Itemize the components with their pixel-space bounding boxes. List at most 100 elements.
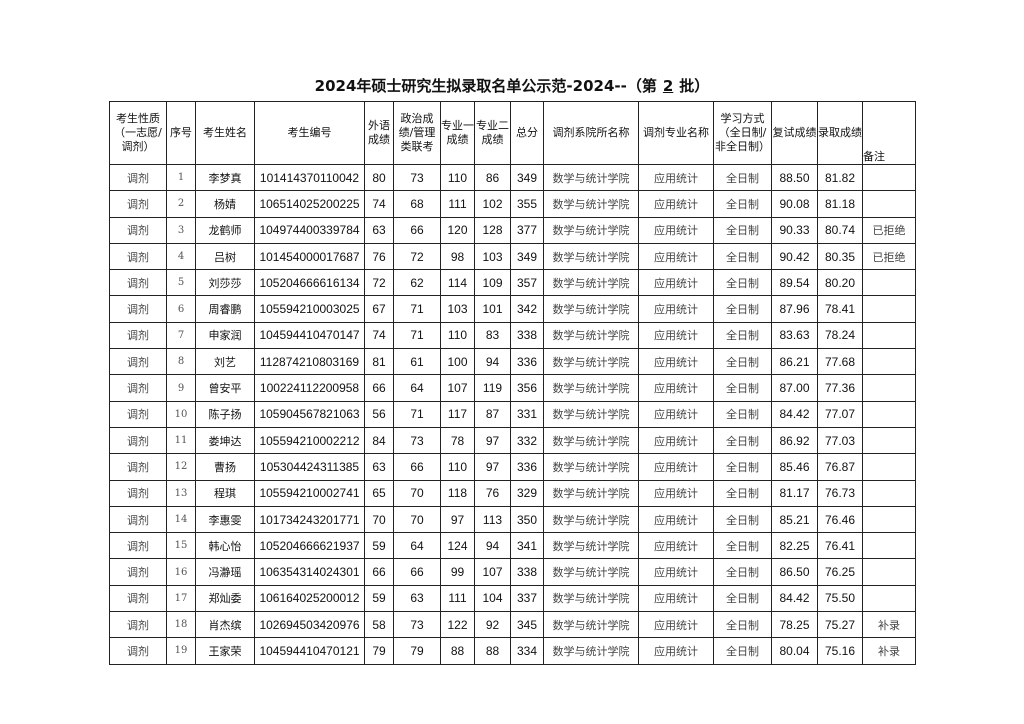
cell-note (862, 190, 916, 218)
cell-admission-score: 75.50 (817, 584, 863, 613)
cell-foreign-lang: 65 (364, 479, 394, 507)
cell-exam-id: 101454000017687 (254, 242, 365, 271)
cell-exam-id: 104974400339784 (254, 216, 365, 244)
cell-transfer-major: 应用统计 (638, 295, 714, 323)
cell-note (862, 163, 916, 192)
cell-retest-score: 83.63 (771, 321, 818, 350)
cell-transfer-school: 数学与统计学院 (543, 558, 639, 586)
cell-admission-score: 75.16 (817, 637, 863, 665)
cell-transfer-school: 数学与统计学院 (543, 479, 639, 507)
cell-exam-id: 102694503420976 (254, 611, 365, 639)
cell-seq: 2 (166, 190, 196, 218)
cell-transfer-school: 数学与统计学院 (543, 532, 639, 560)
cell-admission-score: 78.24 (817, 321, 863, 350)
cell-seq: 3 (166, 216, 196, 244)
cell-foreign-lang: 66 (364, 374, 394, 402)
cell-major1: 124 (440, 532, 475, 560)
cell-politics: 68 (393, 190, 441, 218)
cell-name: 龙鹤师 (195, 216, 255, 244)
cell-study-mode: 全日制 (713, 400, 772, 428)
cell-seq: 8 (166, 348, 196, 376)
cell-seq: 1 (166, 163, 196, 192)
cell-transfer-major: 应用统计 (638, 400, 714, 428)
cell-applicant-type: 调剂 (109, 532, 167, 560)
cell-total: 337 (510, 584, 544, 613)
cell-note (862, 479, 916, 507)
cell-total: 336 (510, 348, 544, 376)
cell-study-mode: 全日制 (713, 374, 772, 402)
cell-applicant-type: 调剂 (109, 505, 167, 534)
cell-study-mode: 全日制 (713, 637, 772, 665)
cell-major2: 102 (474, 190, 511, 218)
cell-total: 341 (510, 532, 544, 560)
cell-exam-id: 106164025200012 (254, 584, 365, 613)
cell-exam-id: 100224112200958 (254, 374, 365, 402)
cell-name: 韩心怡 (195, 532, 255, 560)
header-name: 考生姓名 (195, 101, 255, 165)
cell-seq: 5 (166, 269, 196, 297)
cell-major2: 128 (474, 216, 511, 244)
header-retest-score: 复试成绩 (771, 101, 818, 165)
cell-major1: 117 (440, 400, 475, 428)
cell-seq: 6 (166, 295, 196, 323)
cell-retest-score: 88.50 (771, 163, 818, 192)
cell-exam-id: 105904567821063 (254, 400, 365, 428)
table-row: 调剂 14 李惠雯 101734243201771 70 70 97 113 350 数学与统计学… (109, 505, 916, 534)
cell-retest-score: 87.96 (771, 295, 818, 323)
cell-note (862, 269, 916, 297)
cell-total: 331 (510, 400, 544, 428)
cell-politics: 79 (393, 637, 441, 665)
cell-study-mode: 全日制 (713, 558, 772, 586)
table-row: 调剂 19 王家荣 104594410470121 79 79 88 88 334 数学与统计学院… (109, 637, 916, 665)
cell-exam-id: 105204666616134 (254, 269, 365, 297)
cell-study-mode: 全日制 (713, 163, 772, 192)
cell-admission-score: 77.07 (817, 400, 863, 428)
cell-name: 李梦真 (195, 163, 255, 192)
cell-admission-score: 77.03 (817, 426, 863, 455)
cell-admission-score: 80.20 (817, 269, 863, 297)
admission-table: 考生性质（一志愿/调剂） 序号 考生姓名 考生编号 外语成绩 政治成绩/管理类联考 专业一成… (109, 101, 916, 665)
cell-major2: 92 (474, 611, 511, 639)
cell-retest-score: 89.54 (771, 269, 818, 297)
table-row: 调剂 18 肖杰缤 102694503420976 58 73 122 92 345 数学与统计学… (109, 611, 916, 639)
cell-politics: 64 (393, 374, 441, 402)
cell-politics: 73 (393, 611, 441, 639)
table-row: 调剂 6 周睿鹏 105594210003025 67 71 103 101 342 数学与统计学… (109, 295, 916, 323)
cell-transfer-school: 数学与统计学院 (543, 400, 639, 428)
cell-exam-id: 105594210002212 (254, 426, 365, 455)
header-transfer-school: 调剂系院所名称 (543, 101, 639, 165)
cell-admission-score: 76.73 (817, 479, 863, 507)
cell-politics: 72 (393, 242, 441, 271)
table-row: 调剂 15 韩心怡 105204666621937 59 64 124 94 341 数学与统计学… (109, 532, 916, 560)
cell-total: 336 (510, 453, 544, 481)
table-row: 调剂 3 龙鹤师 104974400339784 63 66 120 128 377 数学与统计学… (109, 216, 916, 244)
cell-name: 郑灿委 (195, 584, 255, 613)
cell-retest-score: 86.92 (771, 426, 818, 455)
cell-seq: 10 (166, 400, 196, 428)
header-major2: 专业二成绩 (474, 101, 511, 165)
cell-seq: 9 (166, 374, 196, 402)
cell-applicant-type: 调剂 (109, 479, 167, 507)
table-row: 调剂 11 娄坤达 105594210002212 84 73 78 97 332 数学与统计学院… (109, 426, 916, 455)
cell-major1: 111 (440, 190, 475, 218)
cell-major1: 98 (440, 242, 475, 271)
cell-seq: 19 (166, 637, 196, 665)
cell-applicant-type: 调剂 (109, 374, 167, 402)
cell-admission-score: 76.46 (817, 505, 863, 534)
cell-note: 补录 (862, 611, 916, 639)
cell-politics: 70 (393, 505, 441, 534)
cell-foreign-lang: 59 (364, 532, 394, 560)
cell-applicant-type: 调剂 (109, 190, 167, 218)
cell-admission-score: 80.74 (817, 216, 863, 244)
cell-major1: 110 (440, 453, 475, 481)
cell-major1: 110 (440, 163, 475, 192)
cell-politics: 71 (393, 321, 441, 350)
header-politics: 政治成绩/管理类联考 (393, 101, 441, 165)
cell-major1: 78 (440, 426, 475, 455)
cell-transfer-school: 数学与统计学院 (543, 295, 639, 323)
cell-retest-score: 81.17 (771, 479, 818, 507)
cell-name: 冯瀞瑶 (195, 558, 255, 586)
cell-note: 补录 (862, 637, 916, 665)
cell-retest-score: 85.46 (771, 453, 818, 481)
cell-foreign-lang: 66 (364, 558, 394, 586)
